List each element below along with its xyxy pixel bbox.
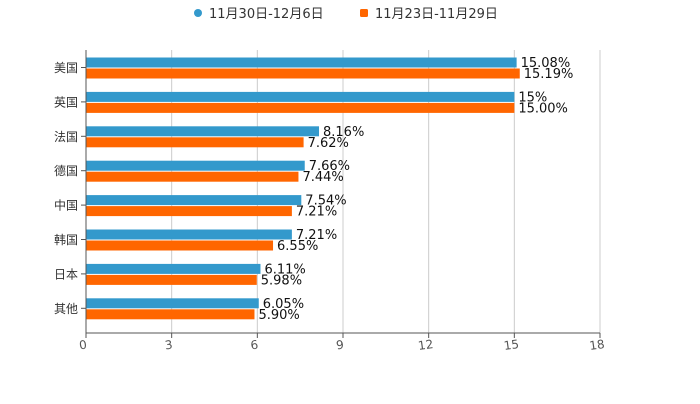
category-label-6: 日本 (54, 267, 78, 281)
bar-series-2-1 (86, 102, 515, 113)
x-tick-label-0: 0 (78, 338, 88, 353)
bar-series-2-6 (86, 274, 257, 285)
category-label-4: 中国 (54, 198, 78, 213)
bar-series-1-4 (86, 195, 302, 206)
category-label-3: 德国 (54, 163, 78, 178)
bar-series-2-5 (86, 240, 274, 251)
x-tick-label-6: 6 (250, 338, 260, 353)
bar-series-1-7 (86, 298, 259, 309)
value-label-series-2-4: 7.21% (296, 205, 337, 220)
legend-label-series-1: 11月30日-12月6日 (209, 7, 324, 22)
bars (86, 57, 520, 320)
value-label-series-1-5: 7.21% (296, 228, 337, 243)
bar-series-1-0 (86, 57, 517, 68)
bar-series-1-5 (86, 229, 292, 240)
bar-series-2-4 (86, 206, 292, 217)
category-label-2: 法国 (54, 130, 78, 144)
category-label-5: 韩国 (54, 232, 78, 247)
x-tick-label-18: 18 (588, 337, 605, 353)
value-label-series-2-6: 5.98% (261, 273, 302, 288)
legend-marker-series-2 (360, 9, 368, 17)
value-label-series-1-3: 7.66% (309, 159, 350, 174)
bar-series-1-3 (86, 160, 305, 171)
value-label-series-2-0: 15.19% (524, 67, 574, 82)
value-label-series-1-6: 6.11% (264, 262, 305, 277)
x-tick-label-15: 15 (503, 337, 520, 353)
value-label-series-1-4: 7.54% (305, 194, 346, 209)
bar-series-1-1 (86, 91, 515, 102)
x-tick-label-3: 3 (164, 338, 174, 353)
legend: 11月30日-12月6日 11月23日-11月29日 (194, 7, 498, 22)
value-label-series-2-5: 6.55% (277, 239, 318, 254)
value-label-series-1-7: 6.05% (263, 297, 304, 312)
bar-series-1-6 (86, 263, 261, 274)
category-label-0: 美国 (54, 61, 78, 75)
category-label-1: 英国 (54, 95, 78, 109)
bar-series-2-0 (86, 68, 520, 79)
value-label-series-2-1: 15.00% (518, 101, 568, 116)
value-label-series-1-0: 15.08% (521, 56, 571, 71)
value-label-series-1-2: 8.16% (323, 125, 364, 140)
bar-series-2-3 (86, 171, 299, 182)
x-tick-label-9: 9 (335, 338, 345, 353)
bar-series-2-7 (86, 309, 255, 320)
bar-series-1-2 (86, 126, 320, 137)
legend-marker-series-1 (194, 9, 202, 17)
value-label-series-2-3: 7.44% (302, 170, 343, 185)
value-label-series-2-7: 5.90% (258, 308, 299, 323)
legend-label-series-2: 11月23日-11月29日 (375, 7, 498, 22)
value-label-series-2-2: 7.62% (308, 136, 349, 151)
category-label-7: 其他 (54, 302, 78, 316)
value-label-series-1-1: 15% (518, 90, 547, 105)
x-tick-label-12: 12 (417, 337, 434, 353)
bar-series-2-2 (86, 137, 304, 148)
axes (81, 50, 601, 338)
